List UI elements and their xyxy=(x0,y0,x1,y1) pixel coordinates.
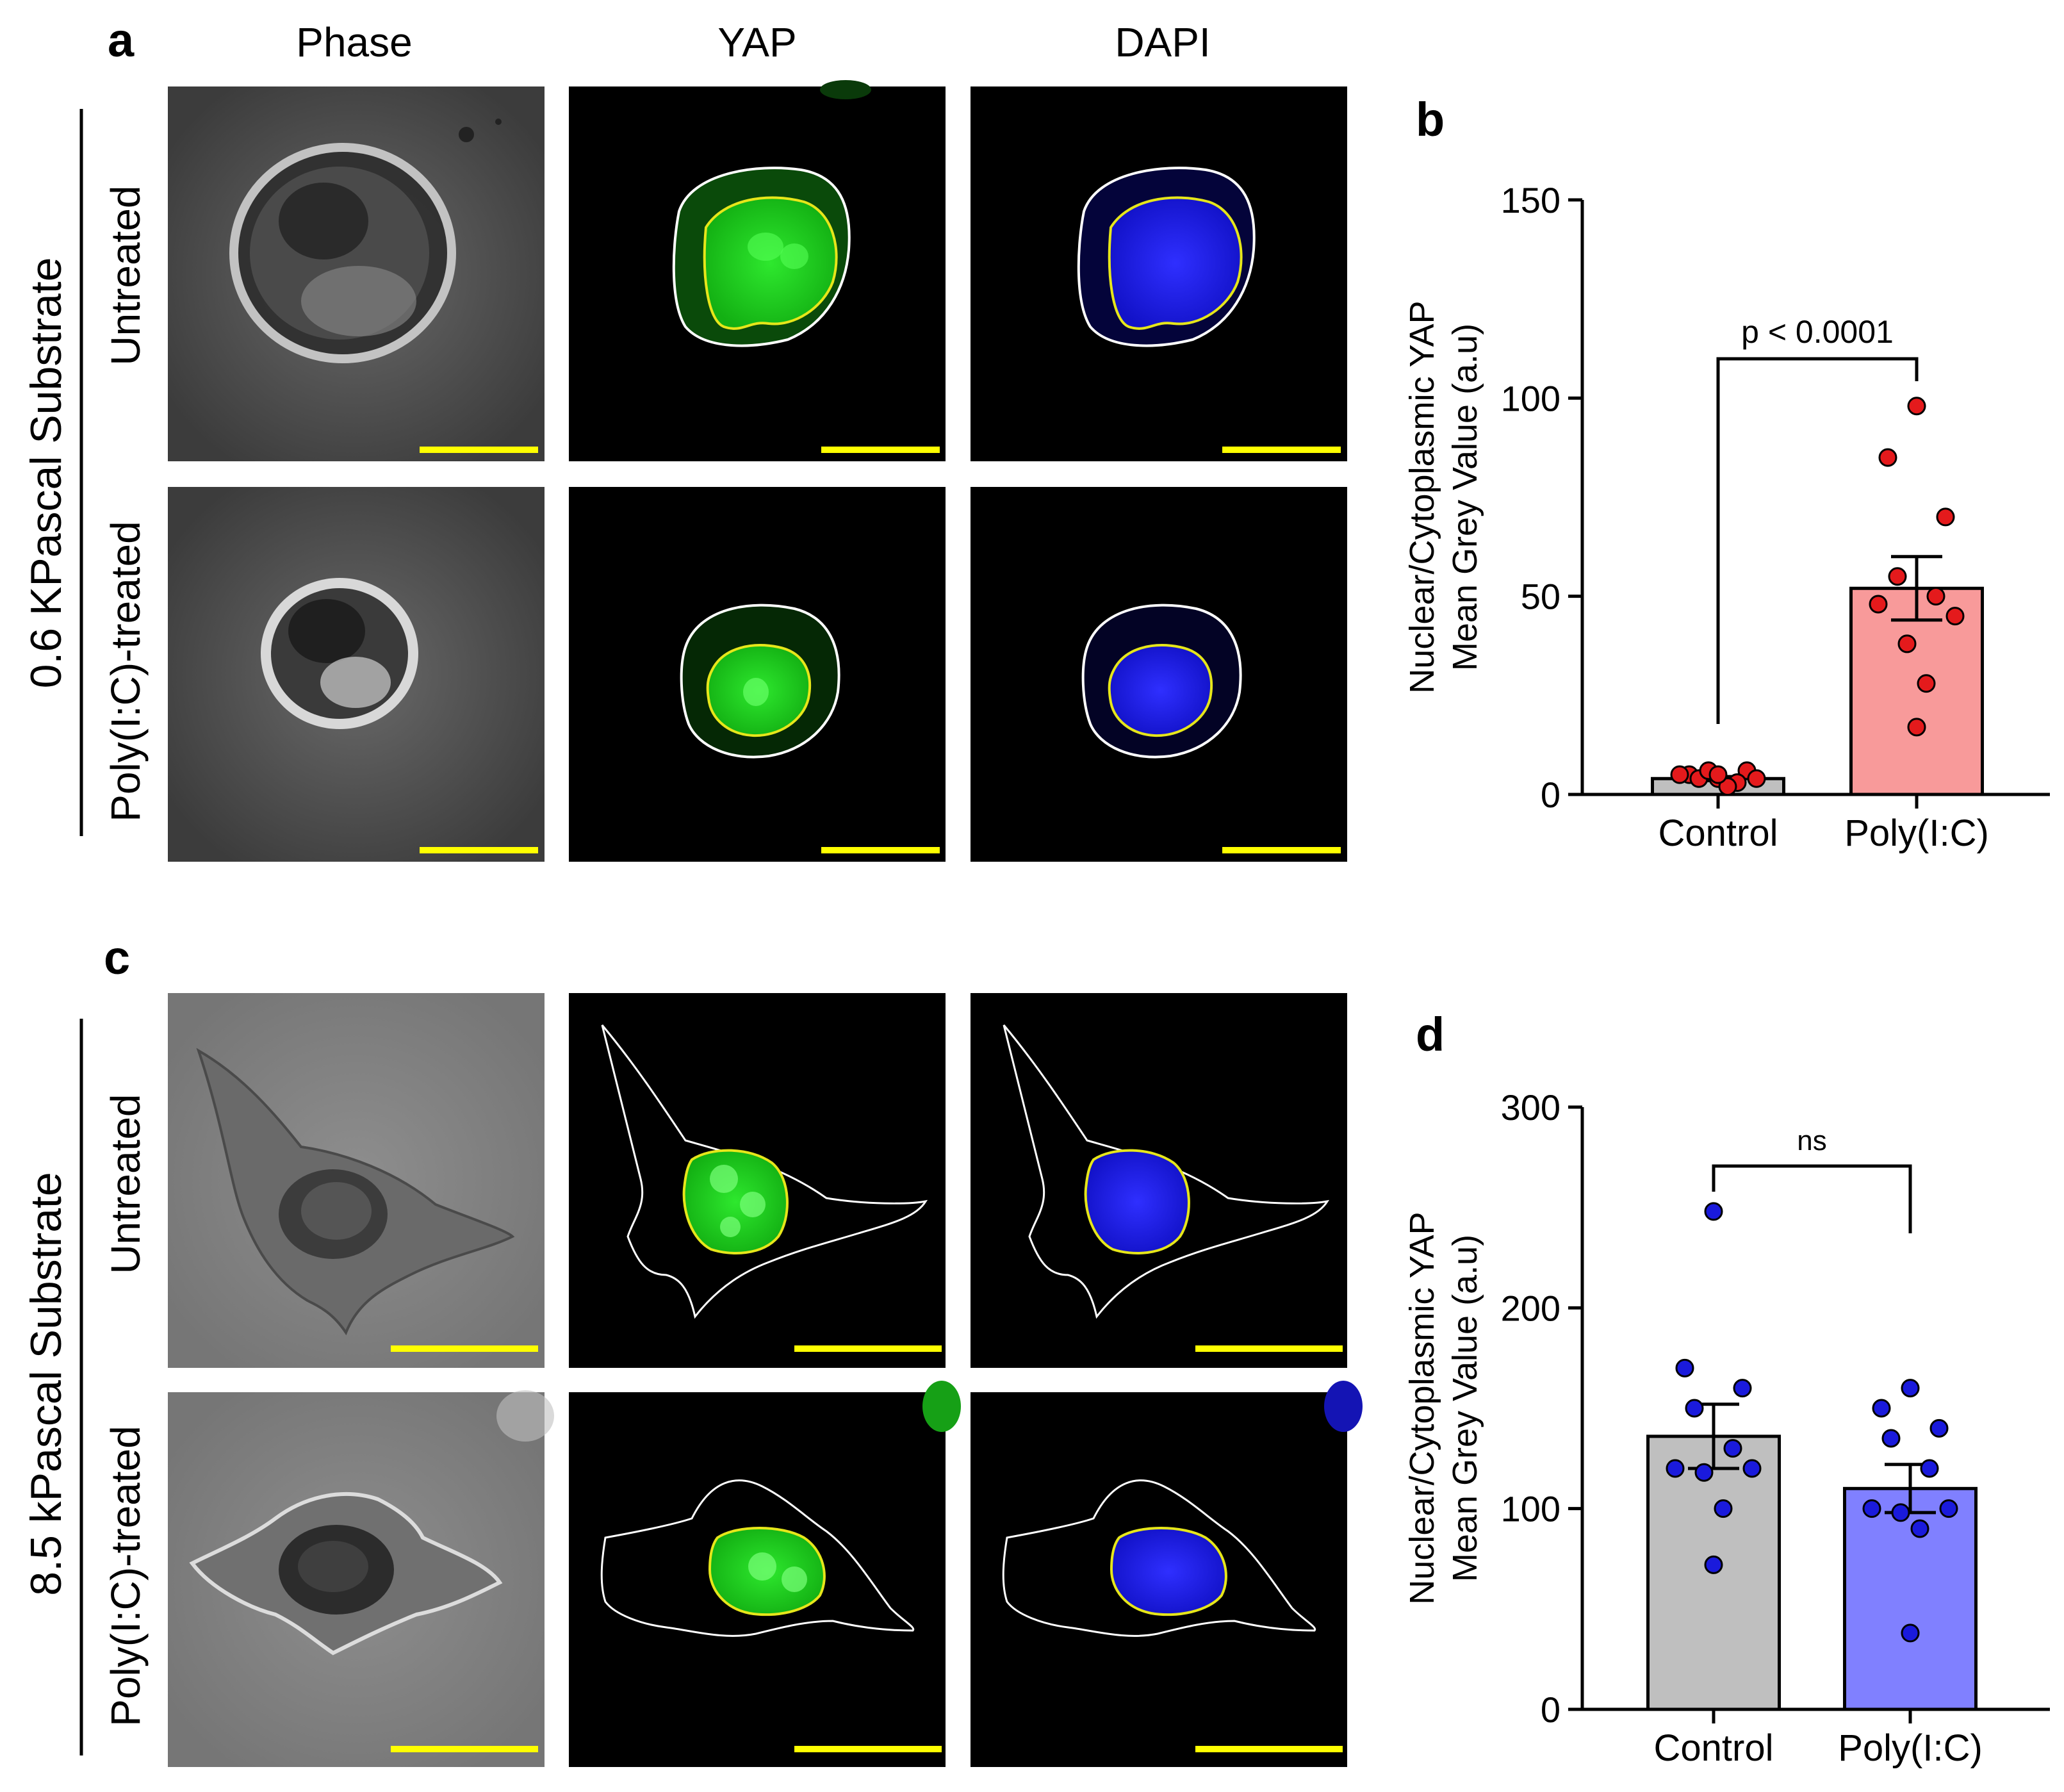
data-point xyxy=(1723,1439,1742,1458)
panel-label-d: d xyxy=(1416,1008,1445,1061)
scale-bar xyxy=(1222,447,1341,453)
column-header-yap: YAP xyxy=(717,19,796,65)
scale-bar xyxy=(1222,847,1341,853)
data-point xyxy=(1714,1499,1733,1518)
data-point xyxy=(1939,1499,1958,1518)
scale-bar xyxy=(821,847,940,853)
data-point xyxy=(1920,1459,1939,1478)
micrograph-dapi-untreated-stiff xyxy=(971,993,1347,1368)
y-tick-label: 150 xyxy=(1501,180,1560,220)
data-point xyxy=(1733,1379,1752,1398)
micrograph-phase-untreated-stiff xyxy=(168,993,545,1368)
data-point xyxy=(1675,1358,1694,1377)
x-tick-label: Poly(I:C) xyxy=(1844,812,1989,854)
column-header-dapi: DAPI xyxy=(1115,19,1210,65)
data-point xyxy=(1747,769,1766,788)
y-tick-label: 300 xyxy=(1501,1087,1560,1128)
bar-chart-d: 0 100 200 300 Nuclear/Cytoplasmic YAP Mean Gr… xyxy=(1403,1087,2050,1769)
y-tick-label: 0 xyxy=(1541,775,1560,815)
substrate-label-top: 0.6 KPascal Substrate xyxy=(22,258,70,689)
data-point xyxy=(1704,1202,1723,1221)
scale-bar xyxy=(1195,1746,1343,1752)
scale-bar xyxy=(420,447,538,453)
scale-bar xyxy=(794,1746,942,1752)
data-point xyxy=(1936,507,1955,527)
row-label-untreated-top: Untreated xyxy=(102,185,149,365)
micrograph-phase-treated-soft xyxy=(168,487,545,862)
x-tick-label: Control xyxy=(1659,812,1778,854)
micrograph-yap-untreated-stiff xyxy=(569,993,946,1368)
micrograph-dapi-treated-soft xyxy=(971,487,1347,862)
data-point xyxy=(1881,1429,1901,1448)
data-point xyxy=(1917,674,1936,693)
panel-label-a: a xyxy=(108,13,135,67)
data-point xyxy=(1891,1503,1910,1522)
data-point xyxy=(1869,595,1888,614)
data-point xyxy=(1901,1379,1920,1398)
y-axis-title: Mean Grey Value (a.u) xyxy=(1446,1235,1484,1582)
data-point xyxy=(1926,587,1945,606)
data-point xyxy=(1708,765,1728,784)
data-point xyxy=(1907,397,1926,416)
row-label-treated-top: Poly(I:C)-treated xyxy=(102,521,149,821)
micrograph-phase-treated-stiff xyxy=(168,1390,554,1767)
significance-label: p < 0.0001 xyxy=(1741,314,1894,350)
micrograph-dapi-treated-stiff xyxy=(971,1381,1363,1767)
data-point xyxy=(1718,777,1737,796)
micrograph-yap-untreated-soft xyxy=(569,80,946,461)
scale-bar xyxy=(391,1746,538,1752)
data-point xyxy=(1666,1459,1685,1478)
row-label-untreated-bottom: Untreated xyxy=(102,1094,149,1274)
x-tick-label: Control xyxy=(1654,1727,1774,1769)
y-axis-title: Mean Grey Value (a.u) xyxy=(1446,324,1484,671)
y-axis-title: Nuclear/Cytoplasmic YAP xyxy=(1403,1212,1441,1604)
micrograph-phase-untreated-soft xyxy=(168,86,545,461)
column-header-phase: Phase xyxy=(296,19,412,65)
y-tick-label: 200 xyxy=(1501,1288,1560,1328)
data-point xyxy=(1878,448,1897,467)
data-point xyxy=(1897,634,1917,654)
data-point xyxy=(1742,1459,1762,1478)
data-point xyxy=(1862,1499,1881,1518)
data-point xyxy=(1704,1555,1723,1574)
y-tick-label: 100 xyxy=(1501,378,1560,418)
y-tick-label: 100 xyxy=(1501,1489,1560,1529)
data-point xyxy=(1685,1399,1704,1418)
scale-bar xyxy=(391,1345,538,1352)
data-point xyxy=(1945,607,1965,626)
bar-polyic xyxy=(1843,1486,1978,1711)
micrograph-yap-treated-soft xyxy=(569,487,946,862)
data-point xyxy=(1910,1519,1929,1538)
y-tick-label: 50 xyxy=(1521,577,1560,617)
scale-bar xyxy=(794,1345,942,1352)
y-axis-title: Nuclear/Cytoplasmic YAP xyxy=(1403,300,1441,693)
x-tick-label: Poly(I:C) xyxy=(1838,1727,1983,1769)
significance-bracket xyxy=(1716,357,1919,724)
data-point xyxy=(1872,1399,1891,1418)
data-point xyxy=(1670,765,1689,784)
bar-chart-b: 0 50 100 150 Nuclear/Cytoplasmic YAP Mean Gre… xyxy=(1403,180,2050,854)
scale-bar xyxy=(420,847,538,853)
data-point xyxy=(1929,1418,1949,1438)
micrograph-yap-treated-stiff xyxy=(569,1381,961,1767)
data-point xyxy=(1888,567,1907,586)
micrograph-dapi-untreated-soft xyxy=(971,86,1347,461)
data-point xyxy=(1907,718,1926,737)
significance-label: ns xyxy=(1797,1125,1826,1156)
scale-bar xyxy=(1195,1345,1343,1352)
data-point xyxy=(1901,1623,1920,1643)
data-point xyxy=(1694,1463,1714,1482)
scale-bar xyxy=(821,447,940,453)
row-label-treated-bottom: Poly(I:C)-treated xyxy=(102,1426,149,1726)
substrate-label-bottom: 8.5 kPascal Substrate xyxy=(22,1172,70,1595)
panel-label-b: b xyxy=(1416,93,1445,146)
y-tick-label: 0 xyxy=(1541,1689,1560,1730)
significance-bracket xyxy=(1712,1164,1912,1233)
panel-label-c: c xyxy=(104,931,130,984)
